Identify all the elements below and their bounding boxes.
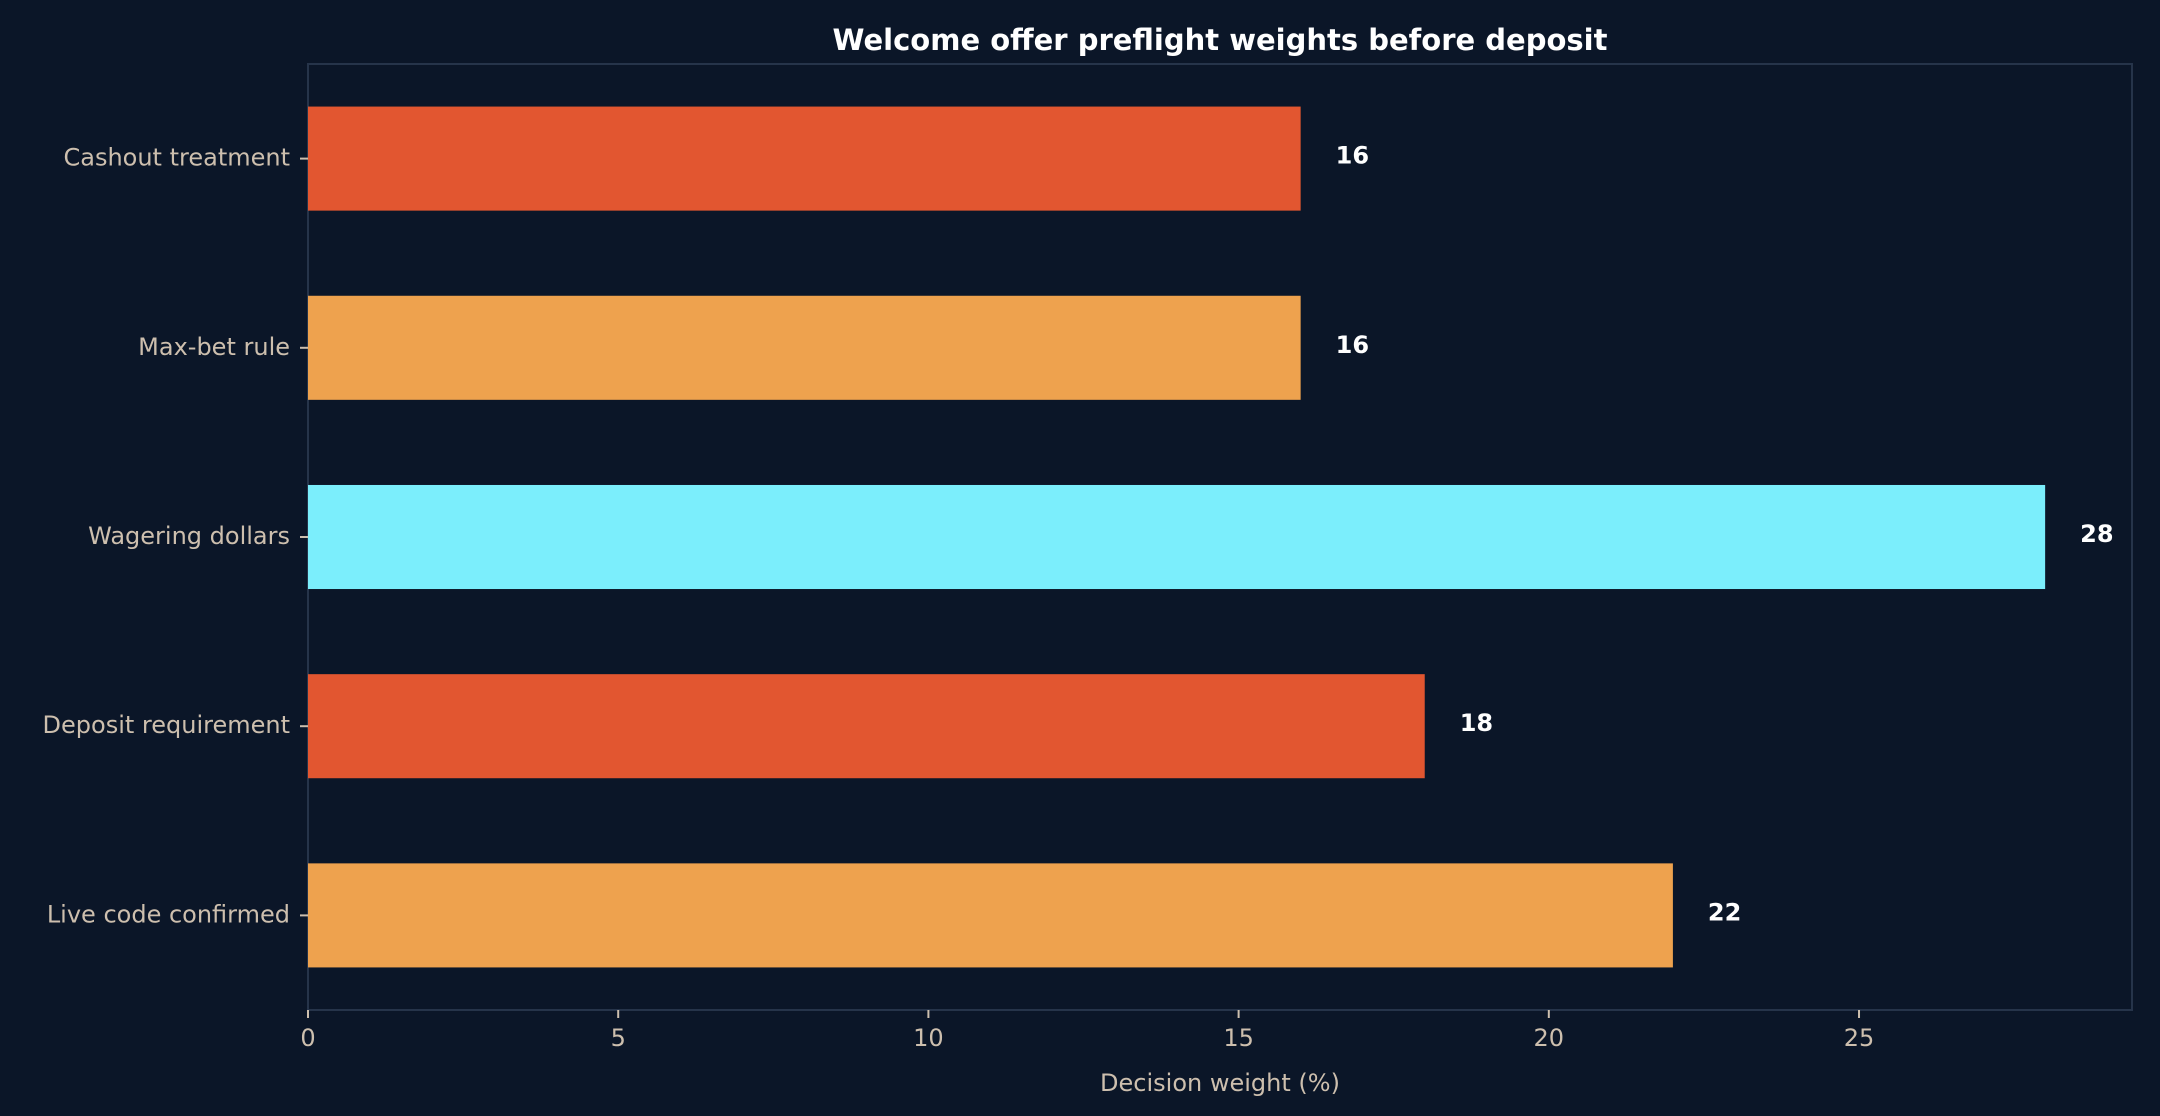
data-label: 16 xyxy=(1336,142,1369,170)
data-label: 16 xyxy=(1336,331,1369,359)
x-tick-label: 5 xyxy=(611,1024,626,1052)
x-axis-label: Decision weight (%) xyxy=(1100,1069,1340,1097)
bars-group xyxy=(308,106,2046,968)
y-tick-label: Live code confirmed xyxy=(47,900,290,928)
y-tick-label: Max-bet rule xyxy=(138,333,290,361)
x-tick-label: 15 xyxy=(1223,1024,1254,1052)
x-tick-label: 25 xyxy=(1844,1024,1875,1052)
bar-wagering-dollars xyxy=(308,484,2046,590)
bar-cashout-treatment xyxy=(308,106,1301,211)
bar-live-code-confirmed xyxy=(308,863,1673,968)
y-tick-label: Deposit requirement xyxy=(43,711,290,739)
data-label: 22 xyxy=(1708,898,1741,926)
x-tick-label: 20 xyxy=(1534,1024,1565,1052)
x-tick-label: 0 xyxy=(300,1024,315,1052)
y-tick-label: Cashout treatment xyxy=(63,144,290,172)
data-label: 28 xyxy=(2080,520,2113,548)
data-label: 18 xyxy=(1460,709,1493,737)
x-tick-label: 10 xyxy=(913,1024,944,1052)
bar-max-bet-rule xyxy=(308,295,1301,400)
labels-group: Cashout treatment 16 Max-bet rule 16 Wagerin… xyxy=(43,142,2114,1052)
bar-deposit-requirement xyxy=(308,674,1425,779)
y-tick-label: Wagering dollars xyxy=(88,522,290,550)
chart-title: Welcome offer preflight weights before d… xyxy=(833,23,1608,57)
